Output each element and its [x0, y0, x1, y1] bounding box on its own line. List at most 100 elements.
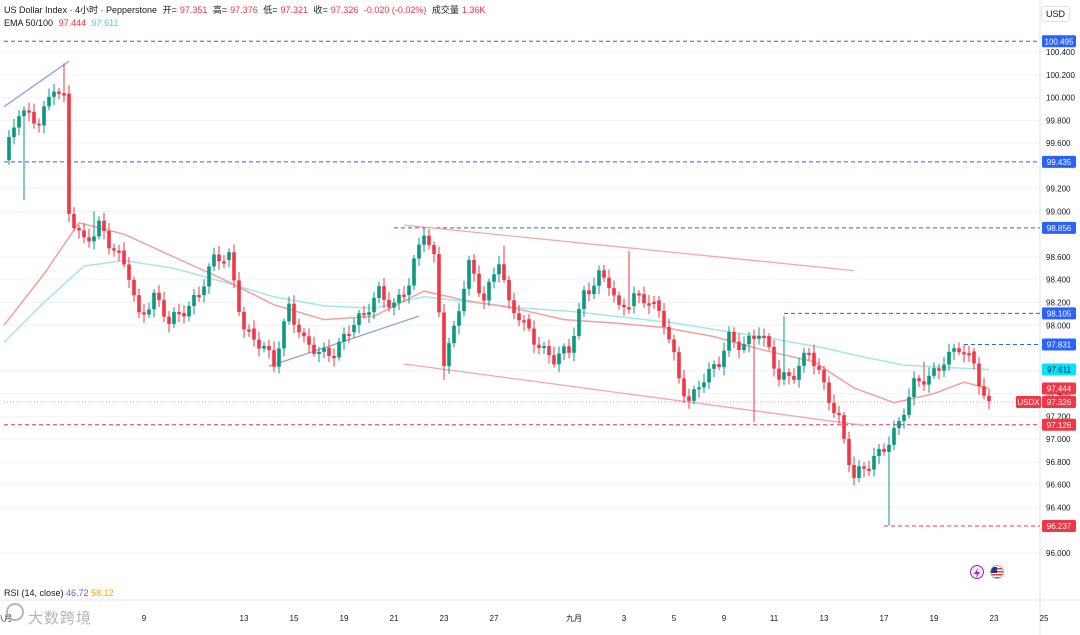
candle-body	[922, 381, 926, 385]
candle-body	[607, 277, 611, 289]
ema-legend[interactable]: EMA 50/100 97.444 97.611	[4, 18, 121, 29]
candle-body	[502, 264, 506, 280]
candle-body	[327, 347, 331, 356]
candle-body	[197, 294, 201, 298]
candle-body	[147, 309, 151, 315]
candle-body	[847, 438, 851, 466]
time-tick-label: 19	[340, 614, 349, 623]
candle-body	[642, 294, 646, 304]
candle-body	[857, 466, 861, 478]
candle-body	[492, 274, 496, 282]
price-tick-label: 100.000	[1046, 94, 1075, 103]
candle-body	[497, 264, 501, 275]
candle-body	[67, 93, 71, 214]
price-label: 97.444	[1047, 385, 1072, 394]
price-label-box	[1042, 519, 1076, 532]
channel-trendline	[403, 363, 865, 427]
candle-body	[422, 235, 426, 245]
candle-body	[252, 328, 256, 340]
price-tick-label: 99.800	[1046, 116, 1071, 125]
candle-body	[362, 313, 366, 315]
candle-body	[677, 352, 681, 379]
symbol-header[interactable]: US Dollar Index · 4小时 · Pepperstone 开= 97…	[4, 5, 488, 16]
candle-body	[52, 91, 56, 97]
trendlines	[3, 60, 865, 427]
price-tick-label: 96.600	[1046, 481, 1071, 490]
candle-body	[682, 378, 686, 397]
candle-body	[202, 286, 206, 296]
candle-body	[972, 351, 976, 364]
candle-body	[822, 369, 826, 383]
candle-body	[17, 116, 21, 128]
ema-label: EMA 50/100	[4, 18, 54, 28]
open-value: 97.351	[179, 5, 208, 15]
candle-body	[57, 91, 61, 94]
candle-body	[697, 387, 701, 390]
candle-body	[437, 254, 441, 313]
candle-body	[672, 339, 676, 353]
candle-body	[177, 312, 181, 315]
lightning-event-icon[interactable]	[970, 565, 984, 579]
volume-value: 1.36K	[461, 5, 486, 15]
price-label-box	[1042, 35, 1076, 48]
time-tick-label: 25	[1040, 614, 1049, 623]
price-label: 97.126	[1047, 421, 1072, 430]
candle-body	[552, 355, 556, 365]
ema50-value: 97.444	[58, 18, 87, 28]
candle-body	[432, 245, 436, 255]
candle-body	[427, 235, 431, 246]
candle-body	[872, 455, 876, 470]
candle-body	[487, 281, 491, 301]
candle-body	[557, 353, 561, 365]
candles	[7, 63, 991, 526]
low-label: 低=	[263, 5, 278, 15]
candle-body	[272, 350, 276, 367]
time-tick-label: 9	[142, 614, 147, 623]
candle-body	[932, 368, 936, 376]
candle-body	[807, 352, 811, 356]
candle-body	[257, 339, 261, 349]
candle-body	[132, 279, 136, 296]
candle-body	[727, 331, 731, 351]
candle-body	[47, 96, 51, 107]
time-tick-label: 13	[240, 614, 249, 623]
volume-label: 成交量	[431, 5, 459, 15]
close-value: 97.326	[330, 5, 359, 15]
candle-body	[597, 270, 601, 286]
time-tick-label: 23	[990, 614, 999, 623]
candle-body	[517, 313, 521, 321]
candle-body	[402, 294, 406, 297]
candle-body	[787, 372, 791, 376]
candle-body	[417, 244, 421, 259]
currency-button[interactable]: USD	[1040, 6, 1070, 22]
candle-body	[457, 311, 461, 326]
candle-body	[712, 364, 716, 369]
low-value: 97.321	[280, 5, 309, 15]
candle-body	[702, 382, 706, 388]
candle-body	[882, 448, 886, 452]
candle-body	[512, 300, 516, 314]
candle-body	[537, 344, 541, 349]
candle-body	[877, 448, 881, 456]
candle-body	[647, 303, 651, 306]
time-axis[interactable]: 八月 9 13 15 19 21 23 27 九月 3 5 9 11 13 17 19 23 25	[0, 614, 1049, 623]
candle-body	[307, 336, 311, 345]
candle-body	[622, 304, 626, 308]
symbol-title: US Dollar Index · 4小时 · Pepperstone	[4, 5, 158, 15]
price-label: 100.495	[1045, 37, 1074, 46]
candle-body	[562, 346, 566, 354]
price-label: 97.831	[1047, 341, 1072, 350]
candle-body	[12, 127, 16, 138]
candle-body	[102, 220, 106, 232]
candle-body	[337, 341, 341, 358]
rsi-legend[interactable]: RSI (14, close) 46.72 58.12	[4, 588, 114, 598]
us-flag-event-icon[interactable]	[990, 565, 1004, 579]
candle-body	[747, 335, 751, 345]
candle-body	[247, 329, 251, 332]
candle-body	[592, 285, 596, 295]
price-axis[interactable]: 100.400 100.200 100.000 99.800 99.600 99.200 9…	[1016, 35, 1076, 558]
candle-body	[657, 300, 661, 311]
candle-body	[392, 302, 396, 308]
candle-body	[122, 250, 126, 265]
